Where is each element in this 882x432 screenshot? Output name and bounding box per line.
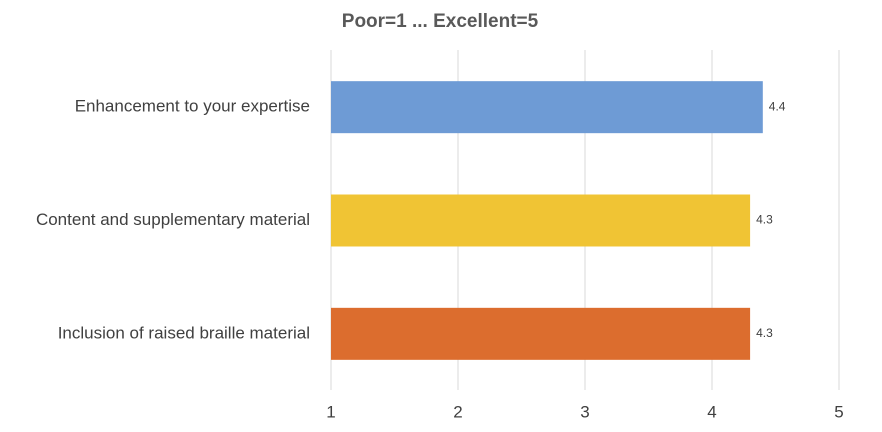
bar: [331, 81, 763, 134]
data-label: 4.3: [756, 326, 773, 340]
x-tick-label: 2: [453, 402, 462, 421]
y-tick-label: Inclusion of raised braille material: [58, 323, 310, 342]
x-tick-label: 3: [580, 402, 589, 421]
y-tick-label: Content and supplementary material: [36, 210, 310, 229]
bar: [331, 307, 751, 360]
y-tick-label: Enhancement to your expertise: [75, 97, 310, 116]
data-label: 4.4: [769, 99, 786, 113]
data-label: 4.3: [756, 213, 773, 227]
chart-title: Poor=1 ... Excellent=5: [342, 11, 539, 32]
bar: [331, 194, 751, 247]
x-tick-label: 4: [707, 402, 716, 421]
x-tick-label: 5: [834, 402, 843, 421]
x-tick-label: 1: [326, 402, 335, 421]
